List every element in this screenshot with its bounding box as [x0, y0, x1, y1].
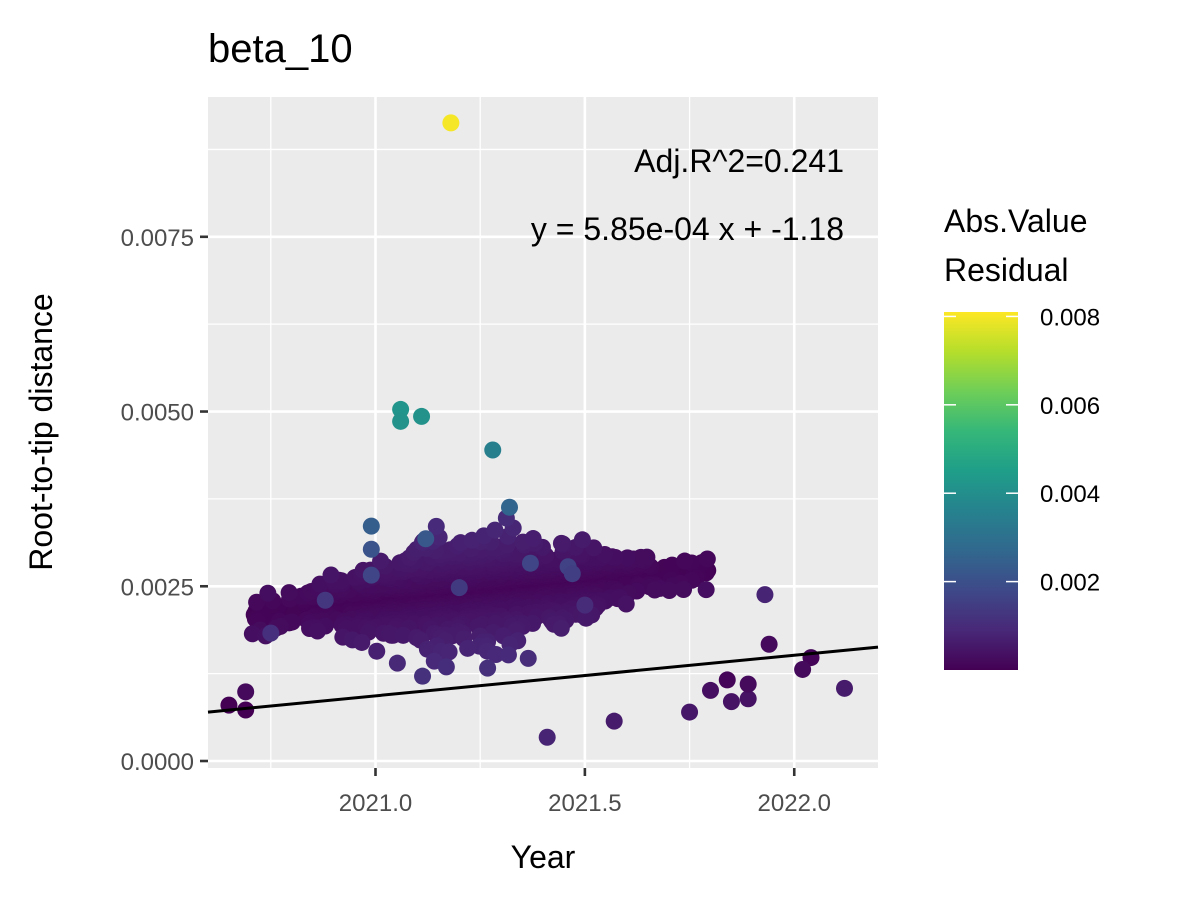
legend-title-line-1: Abs.Value	[944, 203, 1088, 239]
x-tick-label: 2021.0	[339, 790, 412, 817]
adj-r2-annotation: Adj.R^2=0.241	[634, 143, 844, 179]
data-point	[362, 540, 380, 558]
data-point	[501, 498, 518, 516]
data-point	[243, 625, 261, 643]
data-point	[519, 649, 537, 667]
data-point	[618, 549, 636, 567]
data-point	[573, 531, 591, 549]
legend-label: 0.006	[1040, 393, 1100, 420]
data-point	[362, 517, 380, 535]
data-point	[414, 667, 432, 685]
y-axis-title: Root-to-tip distance	[23, 293, 59, 570]
data-point	[660, 581, 678, 599]
data-point	[552, 534, 570, 552]
data-point	[499, 646, 517, 664]
legend-title-line-2: Residual	[944, 252, 1069, 288]
data-point	[484, 441, 502, 459]
y-tick-label: 0.0075	[121, 225, 194, 252]
data-point	[617, 595, 635, 613]
data-point	[676, 552, 694, 570]
data-point	[442, 114, 460, 132]
regression-line	[207, 645, 879, 714]
legend-label: 0.002	[1040, 570, 1100, 597]
data-point	[459, 639, 477, 657]
data-point	[760, 635, 778, 653]
data-point	[718, 671, 736, 689]
data-point	[486, 521, 504, 539]
legend-colorbar	[944, 312, 1018, 670]
data-point	[372, 552, 390, 570]
legend-label: 0.008	[1040, 304, 1100, 331]
data-point	[697, 581, 715, 599]
y-axis: 0.0000 0.0025 0.0050 0.0075	[121, 225, 208, 776]
data-point	[632, 548, 650, 566]
data-point	[437, 658, 455, 676]
data-point	[487, 645, 505, 663]
data-point	[237, 683, 255, 701]
data-point	[259, 584, 277, 602]
data-point	[794, 660, 812, 678]
color-legend: Abs.Value Residual 0.008 0.006 0.004 0.002	[944, 203, 1100, 670]
data-point	[280, 584, 298, 602]
data-point	[392, 412, 410, 430]
data-point	[552, 619, 570, 637]
data-point	[427, 517, 445, 535]
data-point	[413, 407, 431, 425]
data-point	[576, 596, 594, 614]
data-point	[739, 675, 757, 693]
data-point	[646, 581, 664, 599]
data-point	[322, 566, 340, 584]
y-tick-label: 0.0025	[121, 574, 194, 601]
plot-panel	[208, 97, 878, 768]
chart-title: beta_10	[208, 27, 353, 71]
data-point	[394, 626, 412, 644]
data-point	[756, 586, 774, 604]
x-axis-title: Year	[511, 839, 576, 875]
data-point	[440, 643, 458, 661]
data-point	[524, 530, 542, 548]
data-point	[388, 654, 406, 672]
data-point	[237, 701, 255, 719]
legend-label: 0.004	[1040, 481, 1100, 508]
data-points	[220, 114, 853, 746]
x-axis: 2021.0 2021.5 2022.0	[339, 768, 831, 817]
data-point	[836, 679, 853, 697]
data-point	[563, 565, 581, 583]
data-point	[417, 530, 435, 548]
data-point	[479, 659, 497, 677]
data-point	[702, 681, 719, 699]
data-point	[521, 554, 539, 572]
data-point	[368, 642, 386, 660]
data-point	[262, 624, 280, 642]
data-point	[362, 566, 380, 584]
data-point	[605, 712, 623, 730]
data-point	[577, 609, 595, 627]
data-point	[316, 591, 334, 609]
data-point	[698, 550, 716, 568]
legend-ticks: 0.008 0.006 0.004 0.002	[944, 304, 1100, 597]
y-tick-label: 0.0050	[121, 400, 194, 427]
y-tick-label: 0.0000	[121, 749, 194, 776]
data-point	[722, 693, 740, 711]
minor-gridlines	[208, 97, 878, 768]
data-point	[353, 633, 371, 651]
data-point	[308, 622, 326, 640]
data-point	[681, 703, 699, 721]
data-point	[675, 581, 693, 599]
data-point	[538, 728, 556, 746]
regression-equation-annotation: y = 5.85e-04 x + -1.18	[531, 211, 844, 247]
x-tick-label: 2022.0	[758, 790, 831, 817]
data-point	[392, 400, 410, 418]
data-point	[739, 690, 757, 708]
data-point	[450, 579, 468, 597]
x-tick-label: 2021.5	[548, 790, 621, 817]
